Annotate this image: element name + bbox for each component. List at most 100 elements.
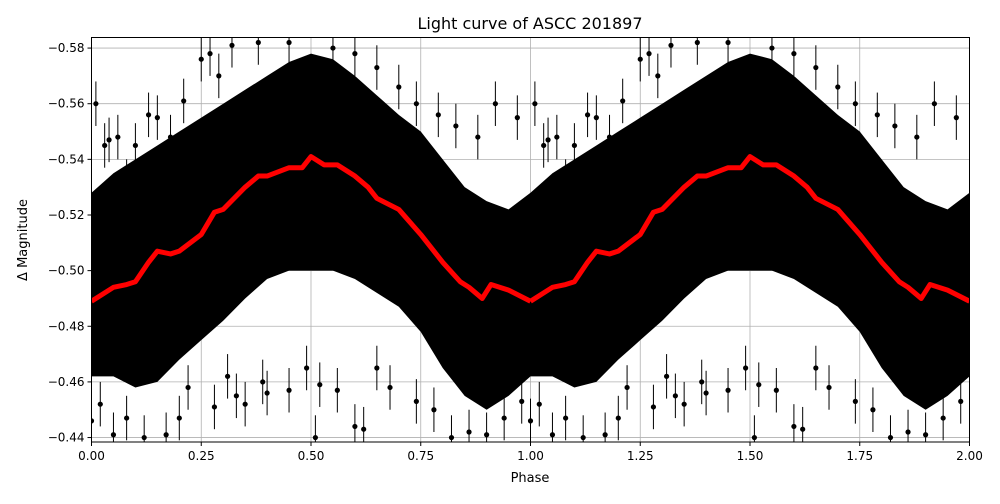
data-point — [826, 384, 832, 391]
x-tick-label: 0.75 — [407, 449, 434, 463]
data-point — [132, 142, 138, 149]
data-point — [874, 112, 880, 118]
data-point — [352, 51, 358, 57]
data-point — [466, 429, 472, 435]
data-point — [330, 45, 336, 51]
data-point — [198, 56, 204, 62]
data-point — [637, 56, 643, 62]
data-point — [870, 407, 876, 413]
y-axis: −0.58 −0.56 −0.54 −0.52 −0.50 −0.48 −0.46 −0.44 — [48, 41, 92, 445]
data-point — [475, 134, 481, 140]
data-point — [106, 137, 112, 143]
data-point — [813, 64, 819, 71]
data-point — [124, 179, 130, 185]
data-point — [93, 101, 99, 107]
data-point — [536, 401, 542, 407]
data-point — [655, 73, 661, 79]
x-tick-label: 1.25 — [627, 449, 654, 463]
data-point — [115, 134, 121, 140]
data-point — [756, 382, 762, 388]
data-point — [124, 415, 130, 421]
data-point — [224, 373, 231, 379]
data-point — [769, 45, 775, 51]
data-point — [484, 432, 490, 438]
x-tick-label: 1.75 — [846, 449, 873, 463]
data-point — [892, 123, 898, 129]
data-point — [541, 142, 547, 149]
data-point — [286, 39, 292, 46]
y-tick-label: −0.52 — [48, 208, 85, 222]
data-point — [453, 123, 459, 129]
scatter-points-dense — [91, 53, 970, 410]
data-point — [163, 432, 169, 438]
data-point — [229, 42, 235, 48]
data-point — [668, 42, 674, 48]
data-point — [554, 134, 560, 140]
data-point — [185, 384, 191, 391]
data-point — [681, 401, 687, 407]
data-point — [141, 434, 147, 441]
data-point — [773, 387, 779, 393]
data-point — [672, 393, 678, 399]
data-point — [352, 423, 358, 430]
y-tick-label: −0.48 — [48, 319, 85, 333]
binned-curve-line — [91, 154, 532, 304]
y-axis-label: Δ Magnitude — [16, 199, 31, 281]
data-point — [304, 365, 310, 371]
data-point — [260, 379, 266, 385]
data-point — [233, 393, 239, 399]
scatter-points — [91, 37, 964, 442]
data-point — [448, 434, 455, 441]
data-point — [563, 179, 569, 185]
data-point — [255, 39, 261, 46]
data-point — [110, 432, 117, 438]
data-point — [167, 134, 174, 140]
x-tick-label: 2.00 — [956, 449, 983, 463]
data-point — [519, 398, 525, 404]
data-point — [813, 365, 819, 371]
x-axis: 0.00 0.25 0.50 0.75 1.00 1.25 1.50 1.75 2.00 — [78, 442, 983, 463]
data-point — [800, 426, 806, 432]
data-point — [593, 115, 599, 121]
data-point — [584, 112, 591, 118]
data-point — [791, 51, 797, 57]
data-point — [286, 387, 292, 393]
y-tick-label: −0.50 — [48, 264, 85, 278]
x-tick-label: 1.50 — [737, 449, 764, 463]
data-point — [413, 398, 419, 404]
data-point — [211, 404, 218, 410]
data-point — [435, 112, 441, 118]
data-point — [374, 365, 380, 371]
y-tick-label: −0.58 — [48, 41, 85, 55]
data-point — [650, 404, 657, 410]
data-point — [852, 398, 858, 404]
data-point — [413, 101, 419, 107]
data-point — [905, 429, 911, 435]
data-point — [923, 432, 929, 438]
data-point — [181, 98, 187, 104]
data-point — [102, 142, 108, 149]
data-point — [620, 98, 626, 104]
data-point — [580, 434, 586, 441]
data-point — [334, 387, 340, 393]
data-point — [663, 373, 670, 379]
data-point — [953, 115, 959, 121]
data-point — [602, 432, 608, 438]
data-point — [703, 390, 709, 396]
data-point — [361, 426, 367, 432]
data-point — [532, 101, 538, 107]
x-tick-label: 0.25 — [188, 449, 215, 463]
data-point — [743, 365, 749, 371]
data-point — [699, 379, 705, 385]
data-point — [396, 84, 402, 90]
data-point — [646, 51, 652, 57]
data-point — [374, 64, 380, 71]
data-point — [145, 112, 152, 118]
data-point — [615, 415, 621, 421]
data-point — [887, 434, 894, 441]
y-tick-label: −0.44 — [48, 431, 85, 445]
chart-title: Light curve of ASCC 201897 — [417, 14, 642, 33]
data-point — [549, 432, 556, 438]
binned-curve-line — [529, 154, 970, 304]
data-point — [216, 73, 222, 79]
